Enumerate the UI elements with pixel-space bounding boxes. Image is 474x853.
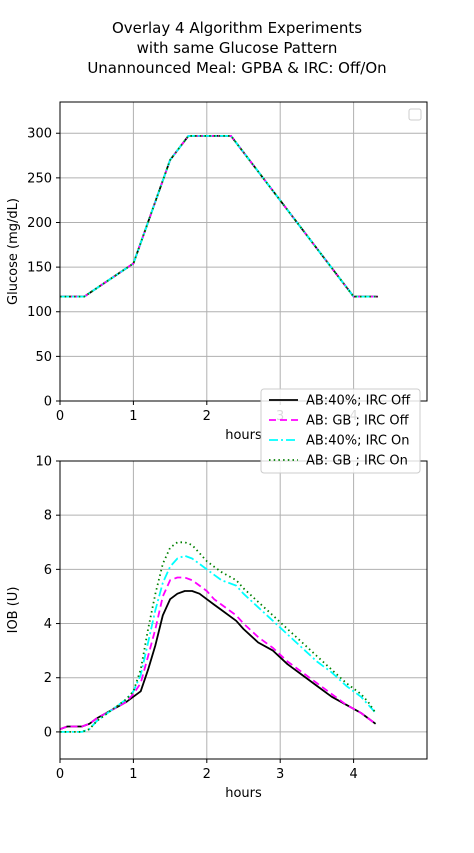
iob-ytick-label: 8 [44, 509, 52, 524]
iob-ylabel: IOB (U) [6, 587, 21, 634]
legend-box [260, 388, 421, 474]
iob-series-2 [60, 554, 377, 733]
iob-ytick-label: 10 [35, 455, 52, 470]
glucose-axes-frame [59, 101, 428, 402]
iob-ytick-label: 0 [44, 725, 52, 740]
glucose-xtick-label: 1 [129, 409, 137, 424]
legend-label-1: AB: GB ; IRC Off [306, 414, 410, 429]
glucose-xlabel: hours [225, 428, 262, 443]
glucose-ytick-label: 0 [44, 395, 52, 410]
iob-plot: 0 1 2 3 4 0 2 4 6 8 10 hours IOB (U) [6, 455, 428, 801]
glucose-ylabel: Glucose (mg/dL) [6, 198, 21, 305]
iob-xtick-label: 4 [349, 767, 357, 782]
iob-xlabel: hours [225, 786, 262, 801]
chart-title-line-3: Unannounced Meal: GPBA & IRC: Off/On [87, 59, 387, 77]
iob-xtick-label: 3 [276, 767, 284, 782]
glucose-xtick-label: 0 [56, 409, 64, 424]
glucose-series-3 [60, 134, 378, 298]
glucose-ytick-label: 300 [27, 127, 52, 142]
iob-xtick-label: 1 [129, 767, 137, 782]
legend-label-0: AB:40%; IRC Off [306, 394, 411, 409]
glucose-ytick-label: 250 [27, 171, 52, 186]
legend: AB:40%; IRC Off AB: GB ; IRC Off AB:40%; I… [260, 388, 421, 474]
glucose-series-1 [60, 134, 378, 298]
glucose-xtick-label: 2 [203, 409, 211, 424]
legend-label-3: AB: GB ; IRC On [306, 454, 408, 469]
iob-xtick-label: 0 [56, 767, 64, 782]
glucose-plot: 01234050100150200250300hoursGlucose (mg/… [6, 101, 428, 443]
iob-axes-frame [59, 460, 428, 760]
iob-xtick-label: 2 [203, 767, 211, 782]
glucose-series-2 [60, 134, 378, 298]
iob-ytick-label: 4 [44, 617, 52, 632]
glucose-ytick-label: 150 [27, 261, 52, 276]
glucose-series-0 [60, 134, 378, 298]
glucose-ytick-label: 50 [35, 350, 52, 365]
glucose-ytick-label: 100 [27, 305, 52, 320]
iob-ytick-label: 2 [44, 671, 52, 686]
legend-label-2: AB:40%; IRC On [306, 434, 410, 449]
iob-ytick-label: 6 [44, 563, 52, 578]
chart-title-line-2: with same Glucose Pattern [136, 39, 338, 57]
iob-series-1 [59, 576, 377, 731]
glucose-empty-legend [408, 108, 422, 121]
chart-title-line-1: Overlay 4 Algorithm Experiments [111, 19, 363, 37]
glucose-ytick-label: 200 [27, 216, 52, 231]
iob-series-3 [60, 541, 377, 733]
iob-series-0 [59, 590, 377, 731]
